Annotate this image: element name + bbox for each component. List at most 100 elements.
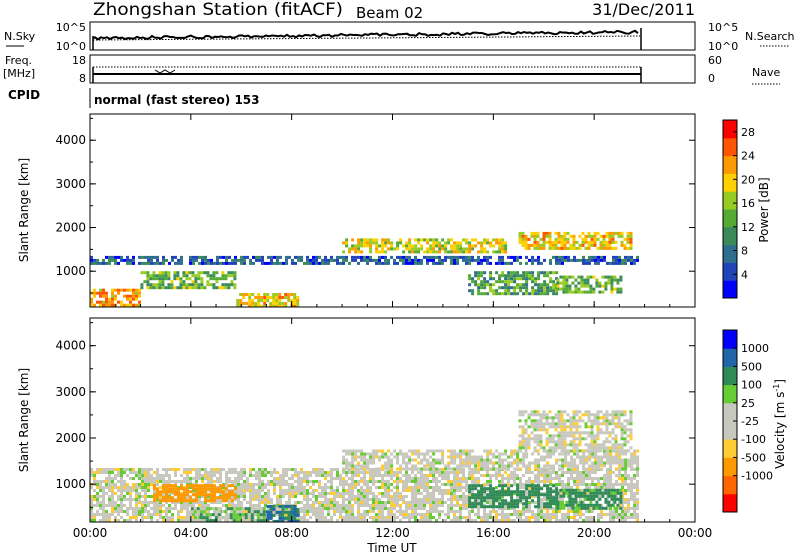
colorbar-segment-1-8: [723, 348, 737, 367]
colorbar-tick-label-1-7: -1000: [741, 470, 773, 483]
mhz-label: [MHz]: [3, 67, 35, 80]
nsearch-tick-bottom: 10^0: [708, 40, 738, 53]
colorbar-segment-1-0: [723, 493, 737, 513]
colorbar-frame-0: [722, 119, 738, 299]
ytick-label-1-3: 4000: [55, 339, 86, 353]
cpid-text: normal (fast stereo) 153: [94, 93, 260, 107]
velocity-axis-ticks: 1000 2000 3000 4000: [55, 318, 696, 522]
power-echo-region-2: [140, 271, 237, 290]
ytick-label-0-2: 3000: [55, 177, 86, 191]
nsearch-label: N.Search: [745, 30, 795, 43]
colorbar-segment-1-9: [723, 330, 737, 349]
freq-label: Freq.: [5, 54, 32, 67]
velocity-heatmap: [90, 410, 640, 522]
colorbar-segment-1-4: [723, 421, 737, 440]
colorbar-tick-label-1-0: 1000: [741, 342, 769, 355]
colorbar-tick-label-1-6: -500: [741, 451, 766, 464]
colorbar-tick-label-1-1: 500: [741, 360, 762, 373]
xtick-label-1: 04:00: [174, 526, 209, 540]
colorbar-segment-0-1: [723, 262, 737, 281]
power-heatmap: [90, 231, 639, 307]
colorbar-segment-0-3: [723, 226, 737, 246]
velocity-panel: 1000 2000 3000 4000 Slant Range [km] 1000 50…: [17, 317, 787, 554]
nsky-tick-bottom: 10^0: [56, 40, 86, 53]
power-echo-region-7: [556, 275, 623, 294]
cpid-label: CPID: [8, 88, 40, 102]
colorbar-segment-0-4: [723, 209, 737, 228]
ytick-label-1-0: 1000: [55, 477, 86, 491]
colorbar-tick-label-0-1: 8: [741, 245, 748, 258]
velocity-echo-region-5: [468, 484, 559, 509]
colorbar-tick-label-0-3: 16: [741, 197, 755, 210]
power-ylabel: Slant Range [km]: [17, 158, 31, 262]
velocity-echo-region-4: [342, 449, 640, 471]
colorbar-tick-label-1-5: -100: [741, 433, 766, 446]
velocity-colorbar: 1000 500 100 25 -25 -100 -500 -1000: [722, 329, 773, 513]
colorbar-segment-0-5: [723, 191, 737, 210]
power-echo-region-1: [90, 255, 639, 265]
time-xlabel: Time UT: [366, 541, 417, 554]
xtick-label-6: 00:00: [678, 526, 713, 540]
ytick-label-0-3: 4000: [55, 133, 86, 147]
colorbar-segment-1-5: [723, 402, 737, 422]
beam-label: Beam 02: [356, 4, 423, 22]
colorbar-segment-0-0: [723, 280, 737, 299]
velocity-colorbar-label: Velocity [m s-1]: [772, 379, 787, 469]
colorbar-tick-label-1-4: -25: [741, 415, 759, 428]
power-colorbar-label: Power [dB]: [757, 177, 771, 242]
station-title: Zhongshan Station (fitACF): [93, 0, 343, 20]
ytick-label-0-0: 1000: [55, 264, 86, 278]
freq-tick-top: 18: [72, 54, 86, 67]
power-echo-region-3: [236, 293, 300, 307]
colorbar-tick-label-1-2: 100: [741, 379, 762, 392]
velocity-echo-region-2: [190, 507, 269, 522]
colorbar-segment-0-6: [723, 173, 737, 192]
velocity-echo-region-7: [556, 488, 623, 510]
power-colorbar: 4 8 12 16 20 24 28: [722, 119, 755, 299]
nsearch-tick-top: 10^5: [708, 21, 738, 34]
colorbar-segment-0-8: [723, 137, 737, 157]
colorbar-segment-1-7: [723, 366, 737, 386]
xtick-label-0: 00:00: [73, 526, 108, 540]
nsky-tick-top: 10^5: [56, 21, 86, 34]
colorbar-tick-label-0-6: 28: [741, 126, 755, 139]
colorbar-segment-0-2: [723, 244, 737, 263]
nsearch-trace: [92, 35, 641, 41]
colorbar-segment-0-9: [723, 120, 737, 139]
power-echo-region-0: [90, 288, 141, 307]
colorbar-segment-1-1: [723, 475, 737, 495]
xtick-label-5: 20:00: [577, 526, 612, 540]
ytick-label-1-1: 2000: [55, 431, 86, 445]
power-echo-region-4: [342, 238, 508, 254]
colorbar-tick-label-0-0: 4: [741, 268, 748, 281]
nave-tick-top: 60: [708, 54, 722, 67]
velocity-ylabel: Slant Range [km]: [17, 368, 31, 472]
xtick-label-3: 12:00: [375, 526, 410, 540]
freq-tick-bottom: 8: [79, 72, 86, 85]
freq-strip: Freq. [MHz] 18 8 60 0 Nave: [3, 54, 780, 85]
ytick-label-1-2: 3000: [55, 385, 86, 399]
nave-tick-bottom: 0: [708, 72, 715, 85]
nsky-trace: [92, 29, 639, 41]
colorbar-tick-label-0-2: 12: [741, 221, 755, 234]
xtick-label-2: 08:00: [274, 526, 309, 540]
date-label: 31/Dec/2011: [592, 0, 695, 19]
colorbar-segment-1-6: [723, 384, 737, 404]
xtick-label-4: 16:00: [476, 526, 511, 540]
nsky-label: N.Sky: [4, 30, 36, 43]
nave-label: Nave: [752, 66, 780, 79]
colorbar-tick-label-1-3: 25: [741, 397, 755, 410]
power-echo-region-5: [468, 271, 559, 296]
power-panel: 1000 2000 3000 4000 Slant Range [km] 4 8 12 16…: [17, 113, 771, 308]
colorbar-tick-label-0-4: 20: [741, 173, 755, 186]
power-echo-region-6: [518, 231, 633, 250]
velocity-echo-region-6: [518, 410, 633, 453]
colorbar-segment-1-3: [723, 439, 737, 458]
time-axis-labels: 00:00 04:00 08:00 12:00 16:00 20:00 00:00: [73, 526, 713, 540]
colorbar-segment-0-7: [723, 155, 737, 174]
ytick-label-0-1: 2000: [55, 221, 86, 235]
colorbar-tick-label-0-5: 24: [741, 150, 755, 163]
power-axis-ticks: 1000 2000 3000 4000: [55, 114, 696, 307]
velocity-echo-region-1: [153, 484, 237, 503]
